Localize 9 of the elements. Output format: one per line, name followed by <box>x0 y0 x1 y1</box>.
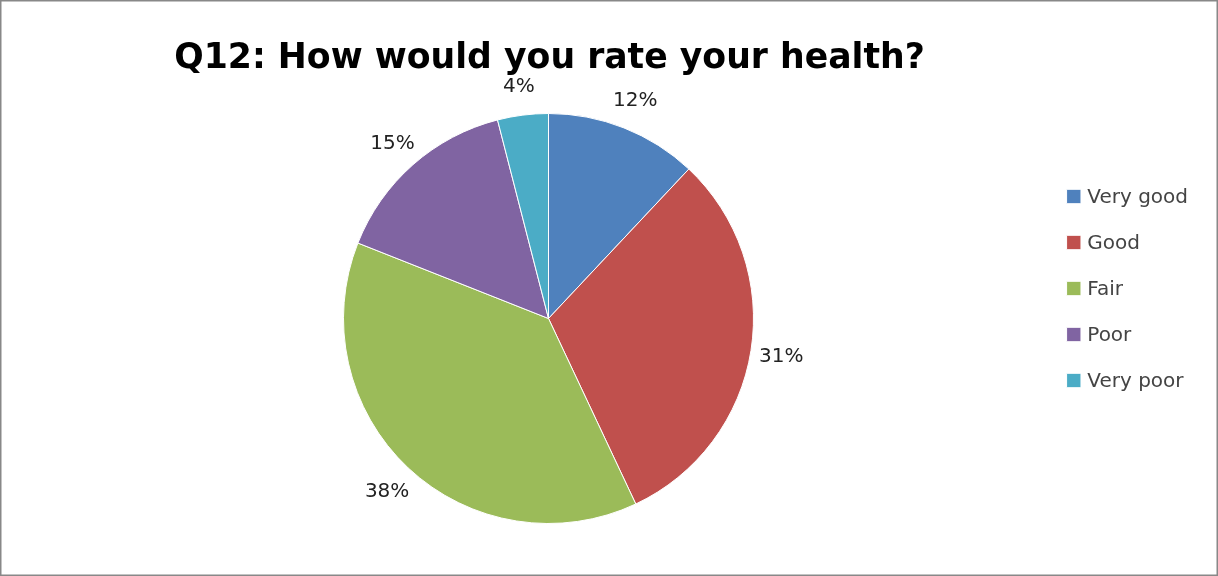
data-label: 31% <box>759 343 804 368</box>
legend-label: Fair <box>1087 276 1123 300</box>
data-label: 12% <box>613 87 658 112</box>
data-label: 15% <box>370 129 415 154</box>
legend-label: Very good <box>1087 184 1188 208</box>
legend-label: Very poor <box>1087 368 1184 392</box>
data-label: 38% <box>364 478 410 503</box>
legend-label: Poor <box>1087 322 1132 346</box>
legend-label: Good <box>1087 230 1140 254</box>
